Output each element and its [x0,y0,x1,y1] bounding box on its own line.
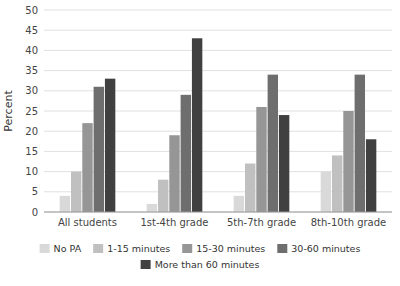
legend-label: No PA [54,243,82,254]
x-axis-line [44,212,392,213]
bar [82,123,92,212]
bar [343,111,353,212]
y-tick-label: 20 [25,126,38,137]
legend-swatch [40,244,50,253]
y-tick-label: 5 [32,186,38,197]
legend-item: 15-30 minutes [182,243,265,254]
bar [71,172,81,212]
grid [44,10,392,212]
x-tick-label: 8th-10th grade [311,217,386,228]
grid-line [44,30,392,31]
bar [366,139,376,212]
legend-swatch [93,244,103,253]
y-tick-label: 45 [25,25,38,36]
x-tick-label: All students [58,217,117,228]
bar [60,196,70,212]
bar [94,87,104,212]
y-tick-label: 10 [25,166,38,177]
bar [268,75,278,212]
bar [321,172,331,212]
grid-line [44,70,392,71]
bar [279,115,289,212]
grid-line [44,50,392,51]
y-tick-label: 30 [25,85,38,96]
y-tick-label: 0 [32,207,38,218]
bar [332,155,342,212]
y-tick-label: 50 [25,5,38,16]
y-tick-label: 35 [25,65,38,76]
legend-swatch [277,244,287,253]
grid-line [44,10,392,11]
bar [147,204,157,212]
x-tick-label: 5th-7th grade [227,217,296,228]
bar [192,38,202,212]
legend-item: No PA [40,243,82,254]
bar [158,180,168,212]
bar [256,107,266,212]
bar [105,79,115,212]
legend-swatch [182,244,192,253]
bar [169,135,179,212]
y-tick-label: 15 [25,146,38,157]
y-tick-label: 25 [25,106,38,117]
bar [245,164,255,212]
bars [60,38,377,212]
bar [234,196,244,212]
legend-label: More than 60 minutes [155,259,260,270]
chart-container: 0 5 10 15 20 25 30 35 40 45 50 Percent All students 1… [0,0,400,286]
chart: 0 5 10 15 20 25 30 35 40 45 50 Percent All students 1… [0,0,400,286]
x-tick-label: 1st-4th grade [141,217,209,228]
y-axis-label: Percent [2,90,15,132]
bar [355,75,365,212]
legend-item: More than 60 minutes [141,259,260,270]
legend: No PA 1-15 minutes 15-30 minutes 30-60 minu… [40,243,361,270]
y-tick-label: 40 [25,45,38,56]
legend-label: 15-30 minutes [196,243,265,254]
grid-line [44,212,392,213]
bar [181,95,191,212]
legend-item: 30-60 minutes [277,243,360,254]
legend-label: 1-15 minutes [107,243,170,254]
legend-swatch [141,260,151,269]
legend-item: 1-15 minutes [93,243,170,254]
legend-label: 30-60 minutes [291,243,360,254]
